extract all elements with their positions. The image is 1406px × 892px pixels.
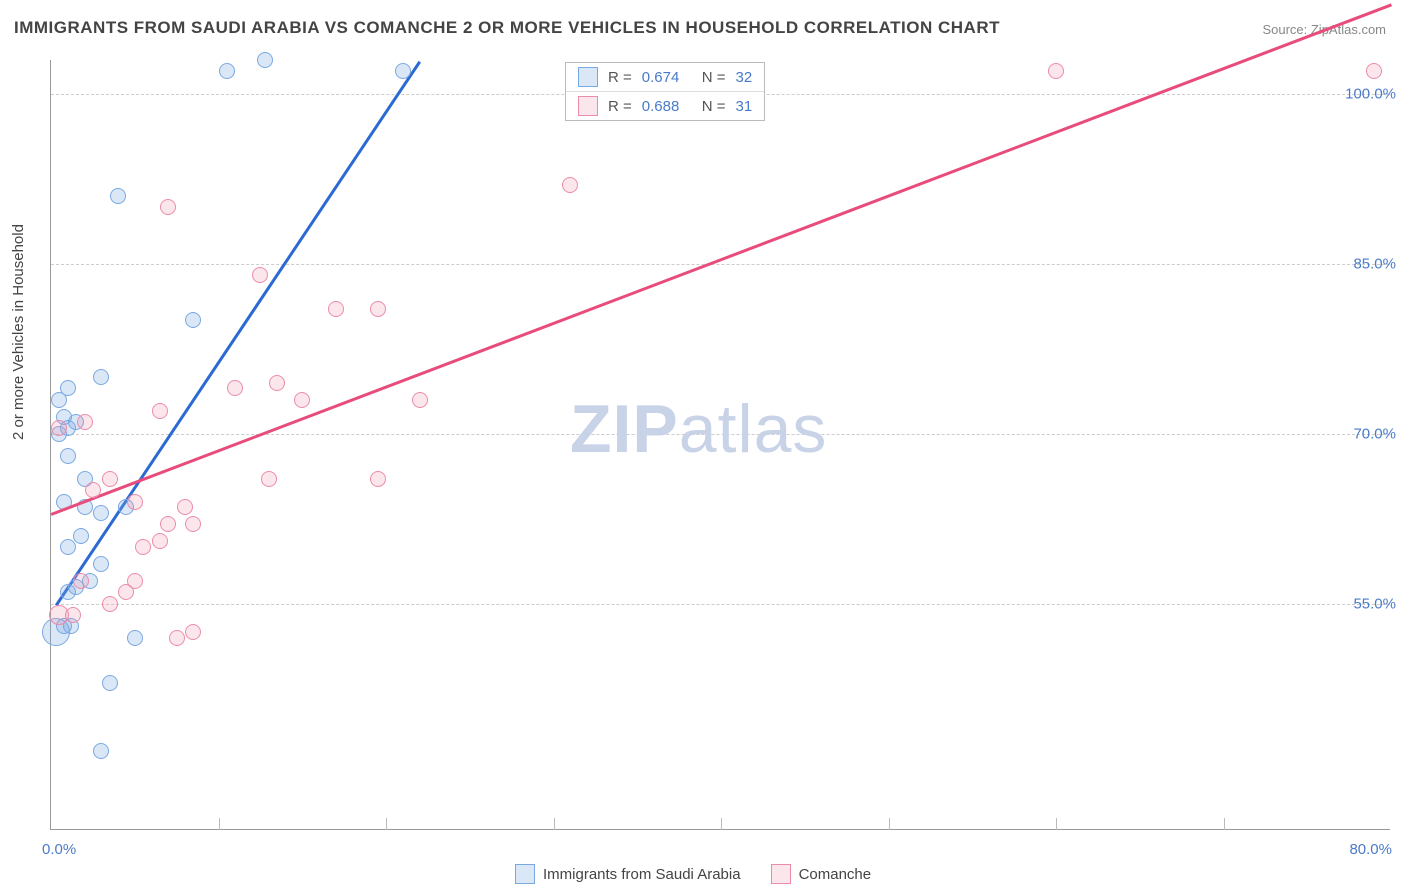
data-point-saudi	[395, 63, 411, 79]
y-axis-label: 2 or more Vehicles in Household	[10, 224, 27, 440]
data-point-comanche	[102, 471, 118, 487]
data-point-comanche	[160, 199, 176, 215]
legend-n-label: N =	[702, 69, 726, 86]
x-tick-mark	[1224, 818, 1225, 830]
data-point-saudi	[219, 63, 235, 79]
trend-line-saudi	[55, 61, 421, 606]
data-point-comanche	[152, 403, 168, 419]
data-point-saudi	[93, 743, 109, 759]
data-point-comanche	[135, 539, 151, 555]
y-tick-label: 55.0%	[1353, 595, 1396, 612]
correlation-legend: R = 0.674 N = 32 R = 0.688 N = 31	[565, 62, 765, 121]
data-point-comanche	[160, 516, 176, 532]
x-tick-mark	[219, 818, 220, 830]
x-tick-mark	[721, 818, 722, 830]
legend-swatch	[578, 96, 598, 116]
data-point-comanche	[370, 471, 386, 487]
watermark: ZIPatlas	[570, 390, 827, 468]
data-point-comanche	[412, 392, 428, 408]
x-tick-label: 0.0%	[42, 841, 76, 858]
data-point-comanche	[370, 301, 386, 317]
data-point-comanche	[51, 420, 67, 436]
data-point-comanche	[169, 630, 185, 646]
chart-title: IMMIGRANTS FROM SAUDI ARABIA VS COMANCHE…	[14, 18, 1000, 38]
data-point-comanche	[85, 482, 101, 498]
data-point-saudi	[102, 675, 118, 691]
data-point-comanche	[185, 516, 201, 532]
data-point-saudi	[127, 630, 143, 646]
data-point-comanche	[73, 573, 89, 589]
data-point-comanche	[261, 471, 277, 487]
legend-row-saudi: R = 0.674 N = 32	[566, 63, 764, 92]
legend-n-value: 32	[736, 69, 753, 86]
data-point-comanche	[562, 177, 578, 193]
data-point-comanche	[1366, 63, 1382, 79]
legend-n-value: 31	[736, 98, 753, 115]
data-point-comanche	[269, 375, 285, 391]
data-point-comanche	[102, 596, 118, 612]
watermark-bold: ZIP	[570, 391, 679, 467]
data-point-comanche	[152, 533, 168, 549]
y-tick-label: 85.0%	[1353, 255, 1396, 272]
legend-r-label: R =	[608, 98, 632, 115]
legend-swatch	[515, 864, 535, 884]
data-point-saudi	[60, 448, 76, 464]
x-tick-mark	[1056, 818, 1057, 830]
data-point-comanche	[127, 573, 143, 589]
legend-r-label: R =	[608, 69, 632, 86]
data-point-saudi	[73, 528, 89, 544]
legend-series-label: Immigrants from Saudi Arabia	[543, 866, 741, 883]
legend-swatch	[771, 864, 791, 884]
x-tick-mark	[889, 818, 890, 830]
data-point-comanche	[227, 380, 243, 396]
data-point-comanche	[328, 301, 344, 317]
data-point-saudi	[93, 556, 109, 572]
data-point-comanche	[294, 392, 310, 408]
legend-n-label: N =	[702, 98, 726, 115]
watermark-light: atlas	[679, 391, 828, 467]
legend-r-value: 0.674	[642, 69, 692, 86]
data-point-comanche	[252, 267, 268, 283]
data-point-comanche	[127, 494, 143, 510]
data-point-saudi	[110, 188, 126, 204]
y-tick-label: 70.0%	[1353, 425, 1396, 442]
x-tick-mark	[386, 818, 387, 830]
data-point-comanche	[65, 607, 81, 623]
data-point-saudi	[60, 539, 76, 555]
legend-swatch	[578, 67, 598, 87]
gridline-h	[51, 604, 1390, 605]
legend-series-label: Comanche	[799, 866, 872, 883]
series-legend: Immigrants from Saudi Arabia Comanche	[515, 864, 871, 884]
data-point-saudi	[93, 369, 109, 385]
data-point-comanche	[185, 624, 201, 640]
data-point-comanche	[77, 414, 93, 430]
data-point-saudi	[93, 505, 109, 521]
legend-r-value: 0.688	[642, 98, 692, 115]
gridline-h	[51, 264, 1390, 265]
data-point-saudi	[60, 380, 76, 396]
legend-row-comanche: R = 0.688 N = 31	[566, 92, 764, 120]
legend-item-saudi: Immigrants from Saudi Arabia	[515, 864, 741, 884]
x-tick-mark	[554, 818, 555, 830]
data-point-saudi	[185, 312, 201, 328]
x-tick-label: 80.0%	[1349, 841, 1392, 858]
data-point-comanche	[177, 499, 193, 515]
y-tick-label: 100.0%	[1345, 85, 1396, 102]
data-point-saudi	[257, 52, 273, 68]
data-point-comanche	[1048, 63, 1064, 79]
legend-item-comanche: Comanche	[771, 864, 872, 884]
